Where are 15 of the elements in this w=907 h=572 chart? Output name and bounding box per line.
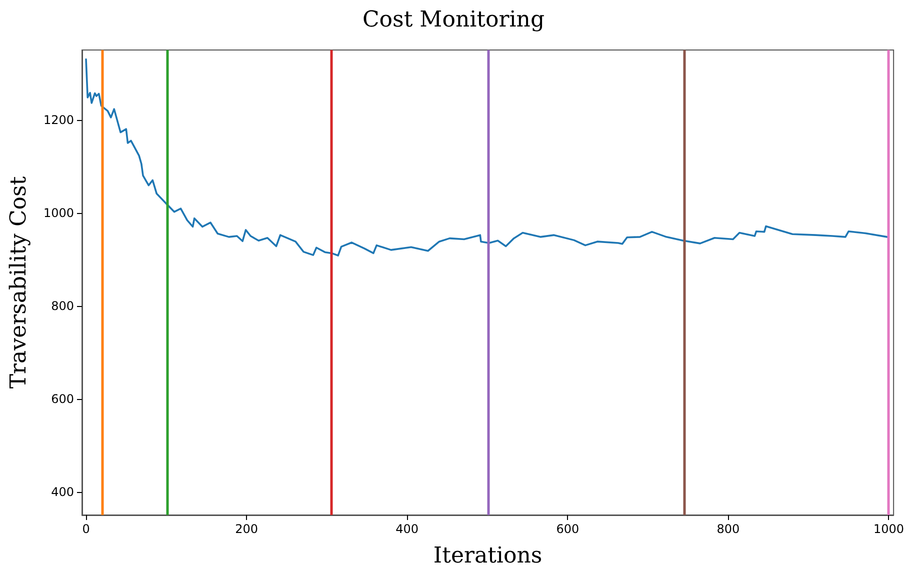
x-tick-label: 800 [716, 522, 740, 536]
x-tick-label: 200 [235, 522, 258, 536]
y-tick-label: 1200 [43, 112, 74, 127]
x-tick-label: 400 [396, 522, 419, 536]
y-tick-label: 600 [51, 392, 74, 406]
x-tick-label: 1000 [873, 522, 904, 536]
x-tick-label: 0 [82, 522, 90, 536]
chart-title: Cost Monitoring [362, 8, 545, 32]
y-tick-label: 800 [51, 298, 74, 313]
line-series [85, 58, 888, 256]
y-tick-label: 400 [51, 484, 74, 499]
y-tick-label: 1000 [43, 206, 74, 220]
x-tick-label: 600 [556, 522, 580, 536]
x-axis-title: Iterations [433, 544, 542, 568]
y-axis-title: Traversability Cost [6, 176, 32, 389]
